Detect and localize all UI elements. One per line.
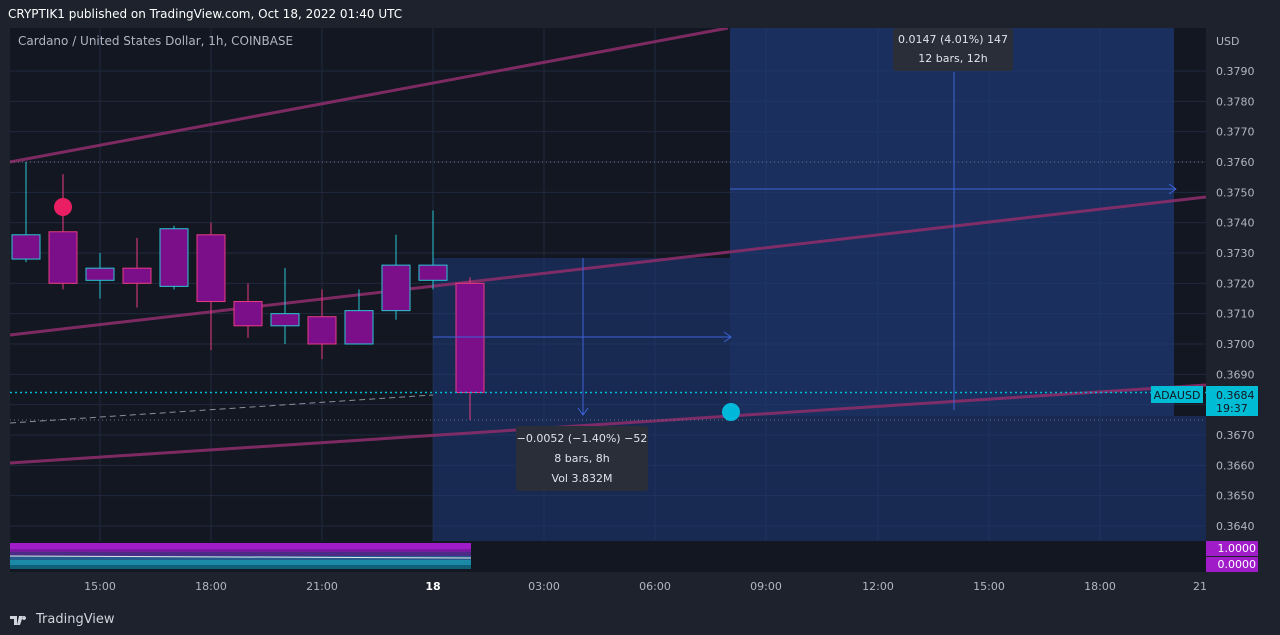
indicator-band (10, 549, 471, 552)
candle-body[interactable] (122, 267, 152, 284)
candle-body[interactable] (233, 301, 263, 327)
y-tick-label: 0.3770 (1216, 126, 1255, 139)
trendline[interactable] (9, 26, 729, 164)
indicator-label-top: 1.0000 (1218, 542, 1257, 555)
measure-change-text: −0.0052 (−1.40%) −52 (517, 432, 648, 445)
y-tick-label: 0.3750 (1216, 186, 1255, 199)
countdown-label: 19:37 (1216, 402, 1248, 415)
y-tick-label: 0.3760 (1216, 156, 1255, 169)
candle-body[interactable] (381, 264, 411, 312)
footer-bar: TradingView (0, 604, 1280, 635)
indicator-band (10, 556, 471, 560)
arrow-head-down-icon (577, 407, 589, 416)
x-tick-label: 21 (1193, 580, 1207, 593)
candle-body[interactable] (48, 231, 78, 284)
long-zone[interactable] (730, 28, 1174, 416)
indicator-band (10, 552, 471, 556)
indicator-label-bottom: 0.0000 (1218, 558, 1257, 571)
tradingview-logo-icon[interactable] (10, 614, 30, 626)
candle-body[interactable] (11, 234, 41, 260)
measure-tooltip-long (893, 28, 1013, 71)
buy-signal-marker[interactable] (722, 403, 740, 421)
sell-signal-marker[interactable] (54, 198, 72, 216)
ticker-label: ADAUSD (1154, 389, 1201, 402)
x-tick-label: 21:00 (306, 580, 338, 593)
candle-body[interactable] (159, 228, 189, 287)
candle-body[interactable] (270, 313, 300, 327)
y-tick-label: 0.3720 (1216, 277, 1255, 290)
y-tick-label: 0.3740 (1216, 217, 1255, 230)
publisher-text: CRYPTIK1 published on TradingView.com, O… (8, 7, 403, 21)
candle-body[interactable] (85, 267, 115, 281)
ticker-label-bg (1151, 386, 1203, 403)
y-tick-label: 0.3700 (1216, 338, 1255, 351)
y-tick-label: 0.3790 (1216, 65, 1255, 78)
y-tick-label: 0.3730 (1216, 247, 1255, 260)
candle-body[interactable] (344, 310, 374, 345)
measure-bars-text: 12 bars, 12h (918, 52, 987, 65)
measure-volume-text: Vol 3.832M (552, 472, 613, 485)
dashed-trend-line (9, 394, 434, 424)
y-tick-label: 0.3710 (1216, 308, 1255, 321)
indicator-band (10, 543, 471, 549)
current-price-label: 0.3684 (1216, 389, 1255, 402)
measure-change-text: 0.0147 (4.01%) 147 (898, 33, 1008, 46)
x-tick-label: 15:00 (973, 580, 1005, 593)
indicator-line (9, 555, 472, 559)
indicator-band (10, 565, 471, 569)
x-tick-label: 06:00 (639, 580, 671, 593)
x-tick-label: 18:00 (195, 580, 227, 593)
x-tick-label: 18 (425, 580, 440, 593)
candle-body[interactable] (196, 234, 226, 303)
x-tick-label: 09:00 (750, 580, 782, 593)
candle-body[interactable] (307, 316, 337, 345)
publish-header: CRYPTIK1 published on TradingView.com, O… (0, 0, 1280, 28)
symbol-title: Cardano / United States Dollar, 1h, COIN… (18, 34, 293, 48)
indicator-band (10, 560, 471, 565)
y-tick-label: 0.3690 (1216, 368, 1255, 381)
arrow-head-right-icon (723, 331, 732, 343)
y-axis-panel[interactable] (1206, 28, 1280, 572)
measure-tooltip-short (516, 426, 648, 491)
x-tick-label: 12:00 (862, 580, 894, 593)
x-tick-label: 03:00 (528, 580, 560, 593)
y-tick-label: 0.3780 (1216, 95, 1255, 108)
brand-label[interactable]: TradingView (36, 612, 115, 627)
y-tick-label: 0.3670 (1216, 429, 1255, 442)
y-tick-label: 0.3660 (1216, 459, 1255, 472)
indicator-label-bg (1206, 557, 1258, 572)
candle-body[interactable] (418, 264, 448, 281)
trendline[interactable] (9, 383, 1207, 465)
x-tick-label: 18:00 (1084, 580, 1116, 593)
y-tick-label: 0.3650 (1216, 490, 1255, 503)
trendline[interactable] (9, 195, 1207, 337)
y-axis-currency: USD (1216, 35, 1240, 48)
x-axis-panel[interactable] (10, 572, 1206, 599)
measure-bars-text: 8 bars, 8h (554, 452, 609, 465)
price-label-bg (1206, 386, 1258, 416)
arrow-head-right-icon (1168, 183, 1177, 195)
y-tick-label: 0.3640 (1216, 520, 1255, 533)
candle-body[interactable] (455, 282, 485, 394)
indicator-label-bg (1206, 541, 1258, 556)
x-tick-label: 15:00 (84, 580, 116, 593)
